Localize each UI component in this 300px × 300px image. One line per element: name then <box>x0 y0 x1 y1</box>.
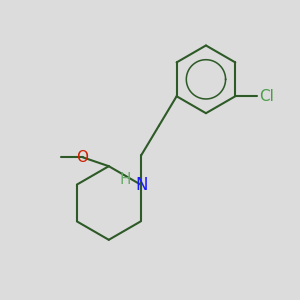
Text: O: O <box>76 150 88 165</box>
Text: N: N <box>135 176 148 194</box>
Text: H: H <box>119 172 131 187</box>
Text: Cl: Cl <box>259 89 274 104</box>
